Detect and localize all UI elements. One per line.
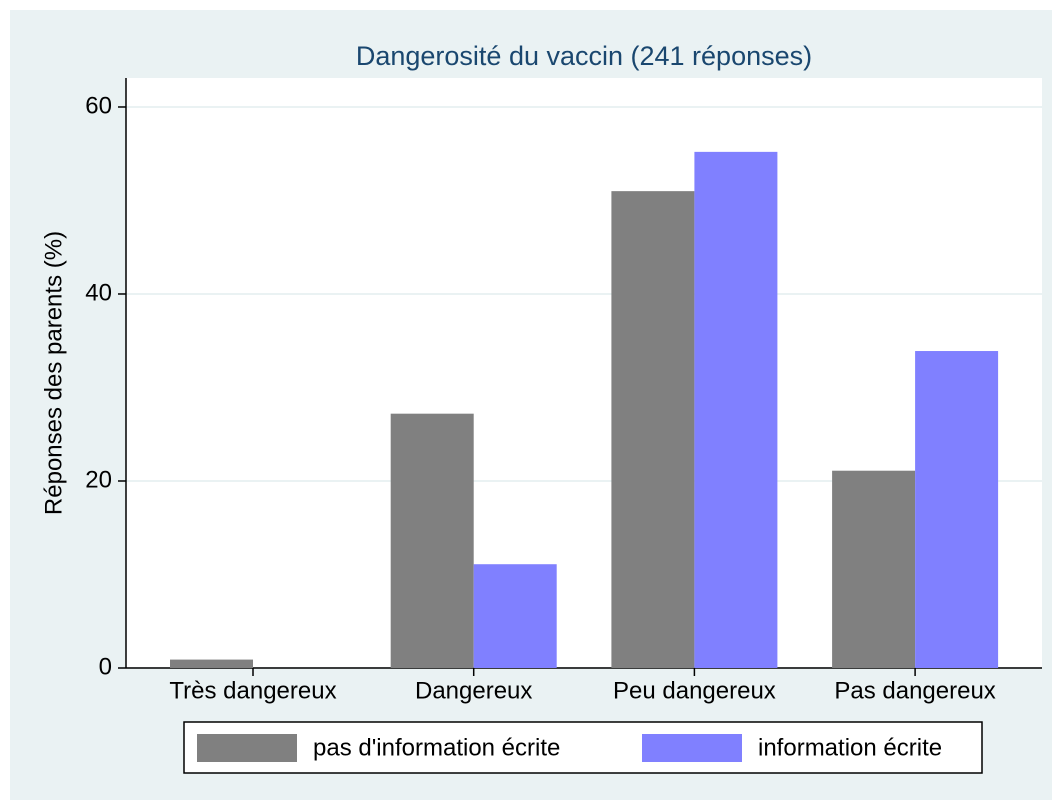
bar bbox=[915, 351, 999, 668]
y-tick-label: 0 bbox=[99, 653, 112, 680]
legend-label: pas d'information écrite bbox=[313, 734, 560, 761]
bar bbox=[473, 564, 557, 668]
x-tick-label: Peu dangereux bbox=[613, 677, 776, 704]
legend bbox=[183, 721, 983, 774]
legend-swatch bbox=[642, 734, 742, 762]
legend-swatch bbox=[197, 734, 297, 762]
bar bbox=[390, 413, 474, 668]
legend-label: information écrite bbox=[758, 734, 942, 761]
chart-title: Dangerosité du vaccin (241 réponses) bbox=[356, 41, 812, 71]
x-tick-label: Très dangereux bbox=[169, 677, 336, 704]
x-tick-label: Dangereux bbox=[415, 677, 532, 704]
bar bbox=[611, 191, 695, 668]
y-tick-label: 40 bbox=[85, 279, 112, 306]
y-tick-label: 60 bbox=[85, 92, 112, 119]
y-tick-label: 20 bbox=[85, 466, 112, 493]
bar bbox=[694, 151, 778, 668]
bar bbox=[832, 470, 916, 668]
bar bbox=[170, 659, 253, 668]
y-axis-label: Réponses des parents (%) bbox=[40, 231, 67, 515]
x-tick-label: Pas dangereux bbox=[834, 677, 995, 704]
